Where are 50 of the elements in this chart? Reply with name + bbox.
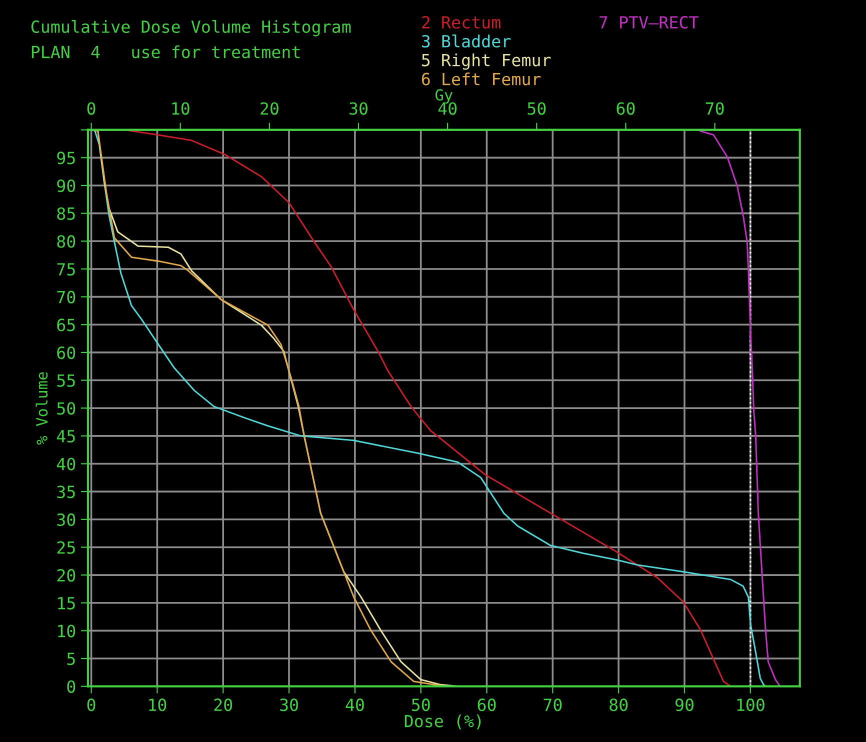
text: 7 PTV—RECT (600, 16, 698, 29)
y-tick-label: 20 (57, 569, 76, 582)
y-tick-label: 85 (57, 207, 75, 220)
y-tick-label: 25 (57, 541, 75, 554)
y-axis-title: % Volume (36, 372, 48, 445)
y-tick-label: 5 (67, 652, 75, 666)
x2-tick-label: 30 (350, 102, 368, 115)
x-tick-label: 100 (737, 698, 764, 712)
x2-tick-label: 40 (438, 102, 457, 115)
text: 3 Bladder (422, 34, 511, 48)
x-tick-label: 80 (610, 698, 628, 712)
x2-tick-label: 20 (260, 102, 278, 115)
y-tick-label: 95 (57, 152, 75, 164)
y-tick-label: 60 (57, 346, 76, 360)
y-tick-label: 90 (57, 180, 76, 192)
y-tick-label: 75 (57, 263, 75, 276)
y-tick-label: 55 (57, 374, 75, 387)
text: 5 Right Femur (422, 53, 551, 70)
y-tick-label: 0 (67, 680, 76, 693)
x2-tick-label: 0 (87, 102, 96, 115)
x2-tick-label: 50 (528, 102, 546, 115)
x-tick-label: 10 (149, 698, 166, 712)
y-tick-label: 30 (57, 513, 76, 526)
x2-tick-label: 10 (172, 102, 190, 115)
x-tick-label: 70 (544, 698, 562, 712)
y-tick-label: 10 (58, 624, 76, 638)
line-series (700, 130, 781, 686)
x2-tick-label: 60 (616, 102, 635, 115)
chart-title: Cumulative Dose Volume Histogram (31, 20, 351, 36)
text: 2 Rectum (422, 16, 500, 29)
x-tick-label: 90 (675, 698, 694, 712)
x-axis-title: Dose (%) (404, 714, 481, 730)
x2-tick-label: 70 (706, 102, 724, 115)
y-tick-label: 70 (57, 290, 76, 304)
text: 6 Left Femur (422, 72, 541, 86)
y-tick-label: 80 (57, 235, 76, 248)
y-tick-label: 50 (57, 402, 76, 415)
y-tick-label: 35 (57, 486, 75, 498)
x-tick-label: 60 (478, 698, 496, 712)
y-tick-label: 40 (56, 458, 76, 470)
x-tick-label: 50 (412, 698, 430, 712)
y-tick-label: 65 (57, 318, 75, 332)
x2-axis-title: Gy (435, 89, 453, 104)
x-tick-label: 30 (280, 698, 298, 712)
x-tick-label: 40 (346, 698, 364, 712)
x-tick-label: 0 (87, 698, 96, 712)
chart-subtitle: PLAN 4 use for treatment (32, 45, 300, 58)
y-tick-label: 15 (58, 597, 75, 610)
y-tick-label: 45 (56, 430, 75, 443)
x-tick-label: 20 (214, 698, 232, 712)
